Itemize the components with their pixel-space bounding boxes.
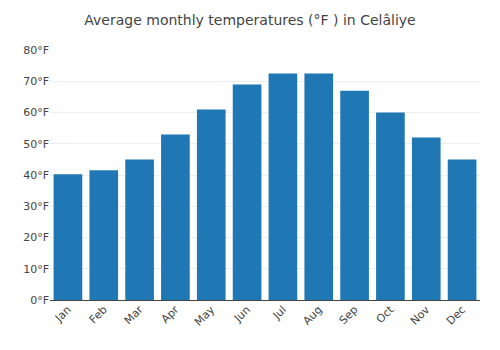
svg-text:Jul: Jul [270, 303, 289, 322]
svg-text:30°F: 30°F [23, 200, 49, 213]
svg-text:Nov: Nov [408, 303, 433, 328]
svg-text:20°F: 20°F [23, 231, 49, 244]
svg-text:70°F: 70°F [23, 75, 49, 88]
svg-text:Average monthly temperatures (: Average monthly temperatures (°F ) in Ce… [84, 12, 415, 28]
svg-text:Mar: Mar [122, 303, 146, 327]
svg-text:0°F: 0°F [30, 294, 49, 307]
svg-text:May: May [192, 303, 218, 329]
svg-text:80°F: 80°F [23, 44, 49, 57]
svg-text:40°F: 40°F [23, 169, 49, 182]
svg-text:Dec: Dec [444, 303, 468, 327]
svg-text:Jun: Jun [231, 303, 253, 325]
svg-text:Feb: Feb [87, 303, 110, 326]
svg-text:Apr: Apr [159, 303, 182, 326]
svg-text:50°F: 50°F [23, 138, 49, 151]
svg-text:Jan: Jan [52, 303, 74, 325]
svg-text:10°F: 10°F [23, 263, 49, 276]
svg-text:Oct: Oct [374, 303, 397, 326]
svg-text:60°F: 60°F [23, 106, 49, 119]
svg-text:Sep: Sep [337, 303, 361, 327]
svg-text:Aug: Aug [300, 303, 324, 327]
